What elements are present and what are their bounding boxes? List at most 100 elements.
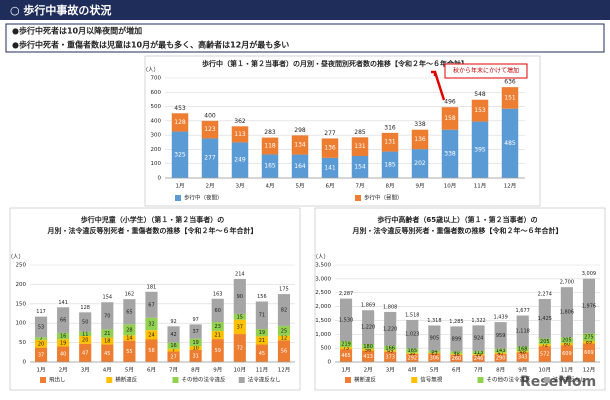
data-label: 72: [237, 346, 243, 352]
x-tick-label: 11月: [256, 367, 269, 374]
legend-swatch: [40, 377, 46, 383]
data-label: 465: [341, 353, 351, 359]
header-title: ○ 歩行中事故の状況: [10, 3, 111, 17]
bar-segment: [255, 336, 268, 345]
data-label: 47: [497, 351, 503, 357]
data-label: 24: [148, 332, 154, 338]
bar-segment: [145, 291, 158, 318]
bar-segment: [384, 351, 397, 362]
bar-segment: [277, 325, 291, 336]
bar-segment: [34, 337, 48, 340]
legend-label: 横断違反: [354, 376, 377, 384]
data-label: 669: [584, 350, 594, 356]
total-label: 117: [36, 309, 46, 315]
x-tick-label: 10月: [444, 183, 457, 190]
total-label: 141: [58, 300, 68, 306]
data-label: 25: [281, 328, 287, 334]
y-tick-label: 2,500: [315, 290, 331, 296]
bar-segment: [384, 350, 397, 352]
panel-border: [9, 207, 301, 391]
chart-title: 歩行中児童（小学生）（第１・第２当事者）の: [81, 215, 225, 224]
bar-segment: [471, 121, 489, 178]
x-tick-label: 4月: [408, 367, 417, 374]
bar-segment: [362, 349, 375, 351]
data-label: 28: [126, 327, 132, 333]
bar-segment: [277, 294, 291, 326]
x-tick-label: 5月: [125, 367, 134, 374]
data-label: 143: [496, 348, 506, 354]
bar-segment: [406, 352, 419, 354]
bar-segment: [339, 347, 353, 350]
bar-segment: [34, 347, 48, 362]
data-label: 56: [365, 347, 371, 353]
data-label: 15: [237, 314, 243, 320]
legend-label: その他の法令違反: [487, 376, 532, 384]
bar-segment: [145, 317, 158, 331]
bar-segment: [201, 138, 219, 178]
bar-segment: [231, 142, 249, 178]
data-label: 48: [520, 349, 526, 355]
bar-segment: [261, 137, 279, 155]
legend-swatch: [477, 377, 484, 383]
data-label: 16: [60, 334, 66, 340]
bar-segment: [538, 298, 551, 339]
data-label: 131: [354, 143, 366, 150]
bar-segment: [411, 149, 429, 178]
total-label: 298: [294, 127, 306, 134]
bar-segment: [362, 350, 375, 362]
total-label: 175: [279, 287, 289, 293]
bar-segment: [321, 138, 339, 158]
data-label: 11: [82, 331, 88, 337]
bar-segment: [211, 339, 224, 362]
data-label: 290: [496, 355, 506, 361]
data-label: 205: [540, 339, 550, 345]
data-label: 12: [281, 335, 287, 341]
x-tick-label: 7月: [356, 183, 365, 190]
data-label: 1,118: [516, 329, 530, 335]
bar-segment: [538, 346, 551, 362]
x-tick-label: 4月: [266, 183, 275, 190]
y-tick-label: 200: [151, 147, 162, 153]
legend-label: 横断違反: [115, 376, 138, 384]
x-tick-label: 12月: [583, 367, 596, 374]
x-tick-label: 12月: [504, 183, 517, 190]
data-label: 246: [474, 356, 484, 362]
total-label: 1,322: [471, 318, 485, 324]
bar-segment: [362, 344, 375, 350]
bar-segment: [123, 335, 136, 341]
x-tick-label: 1月: [37, 367, 46, 374]
data-label: 123: [204, 126, 216, 133]
bar-segment: [582, 333, 596, 341]
y-unit: （人）: [142, 67, 159, 74]
x-tick-label: 6月: [147, 367, 156, 374]
data-label: 32: [148, 321, 154, 327]
bar-segment: [255, 301, 268, 330]
total-label: 316: [384, 124, 396, 131]
legend-swatch: [543, 377, 550, 383]
bullet: ●歩行中死者・重傷者数は児童は10月が最も多く、高齢者は12月が最も多い: [12, 40, 289, 50]
bar-segment: [582, 278, 596, 334]
data-label: 131: [384, 139, 396, 146]
bar-segment: [101, 302, 114, 330]
bar-segment: [339, 298, 353, 342]
x-tick-label: 8月: [191, 367, 200, 374]
legend-label: 歩行中（昼間）: [364, 194, 403, 202]
data-label: 158: [444, 115, 456, 122]
y-tick-label: 2,000: [315, 304, 331, 310]
bar-segment: [57, 307, 70, 333]
chart-title: 歩行中（第１・第２当事者）の月別・昼夜間別死者数の推移【令和２年～６年合計】: [202, 59, 468, 68]
data-label: 60: [215, 308, 221, 314]
total-label: 338: [414, 121, 426, 128]
data-label: 38: [409, 351, 415, 357]
bar-segment: [362, 310, 375, 345]
bar-segment: [291, 135, 309, 155]
x-tick-label: 2月: [206, 183, 215, 190]
data-label: 47: [82, 350, 88, 356]
x-tick-label: 3月: [81, 367, 90, 374]
data-label: 50: [82, 320, 88, 326]
legend-swatch: [345, 377, 351, 383]
bar-segment: [494, 348, 507, 353]
bar-segment: [167, 351, 180, 362]
y-tick-label: 700: [151, 76, 162, 82]
bar-segment: [233, 313, 246, 320]
